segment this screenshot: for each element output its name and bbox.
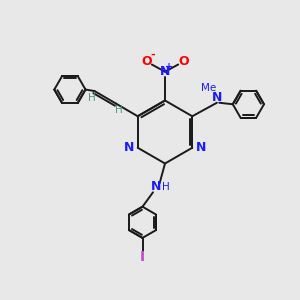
- Text: O: O: [141, 55, 152, 68]
- Text: O: O: [178, 55, 189, 68]
- Text: H: H: [162, 182, 170, 192]
- Text: N: N: [160, 65, 170, 78]
- Text: N: N: [196, 141, 206, 154]
- Text: N: N: [212, 91, 222, 104]
- Text: I: I: [140, 250, 145, 264]
- Text: Me: Me: [201, 83, 216, 93]
- Text: N: N: [124, 141, 134, 154]
- Text: N: N: [151, 180, 161, 194]
- Text: +: +: [165, 61, 174, 72]
- Text: H: H: [115, 105, 123, 115]
- Text: H: H: [88, 93, 95, 103]
- Text: -: -: [151, 50, 155, 60]
